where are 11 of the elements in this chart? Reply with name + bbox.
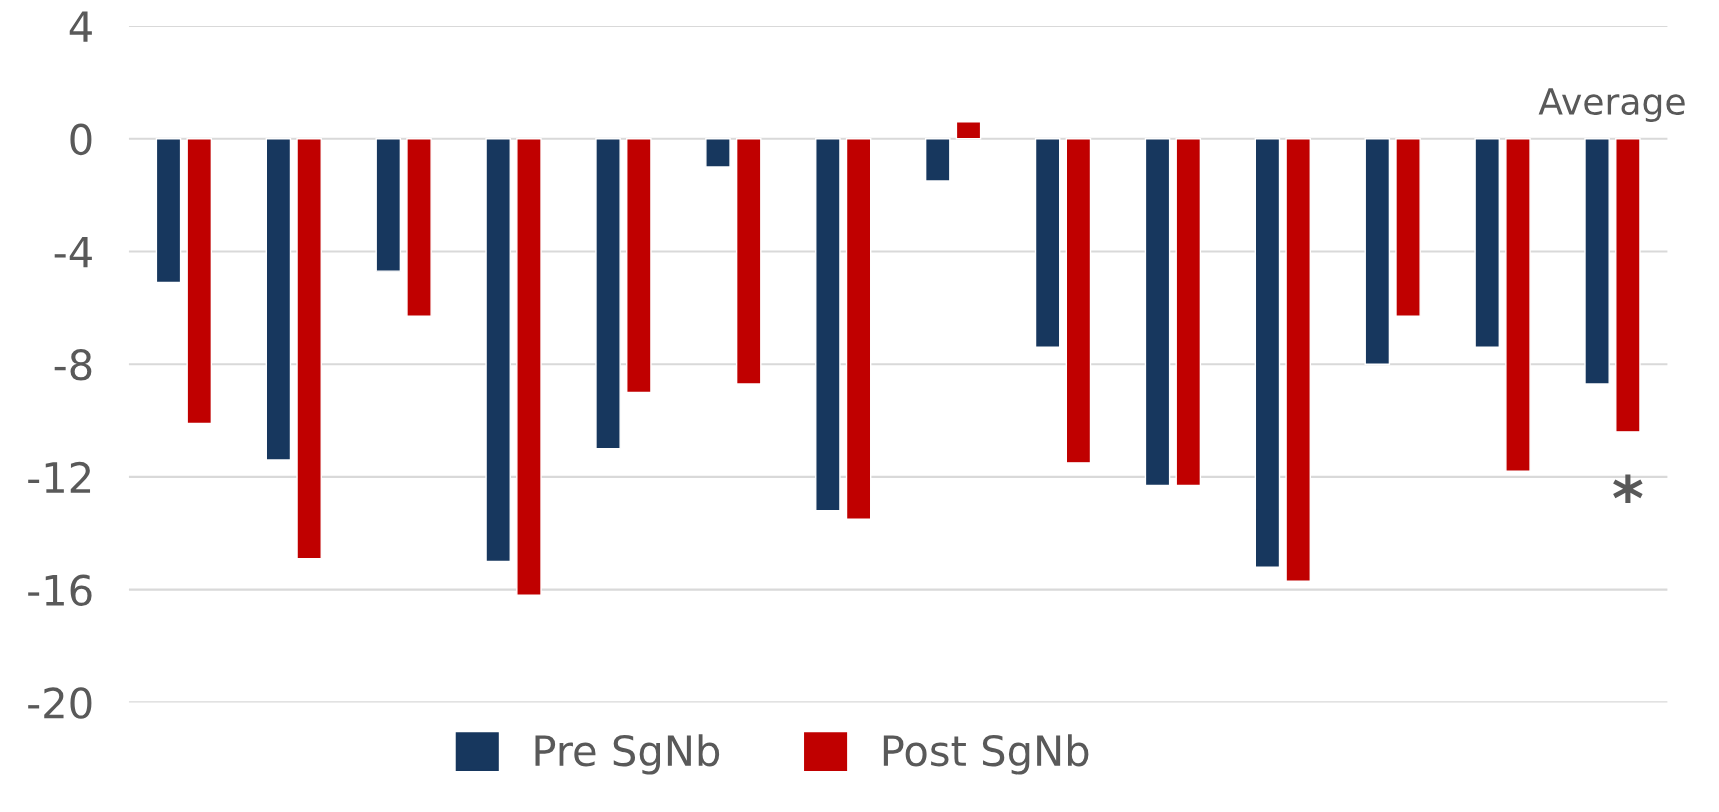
y-tick-label: 4 — [69, 11, 92, 42]
y-tick-label: -12 — [28, 461, 91, 493]
y-tick-label: -4 — [54, 236, 92, 268]
y-tick-label: -8 — [54, 349, 92, 381]
x-tick-label: Average — [1538, 88, 1685, 123]
legend-label: Post SgNb — [883, 734, 1089, 775]
legend-label: Pre SgNb — [535, 734, 720, 775]
annotation: * — [1613, 474, 1643, 503]
y-tick-label: -16 — [28, 574, 92, 607]
y-tick-label: 0 — [70, 123, 92, 156]
y-tick-label: -20 — [28, 687, 92, 719]
